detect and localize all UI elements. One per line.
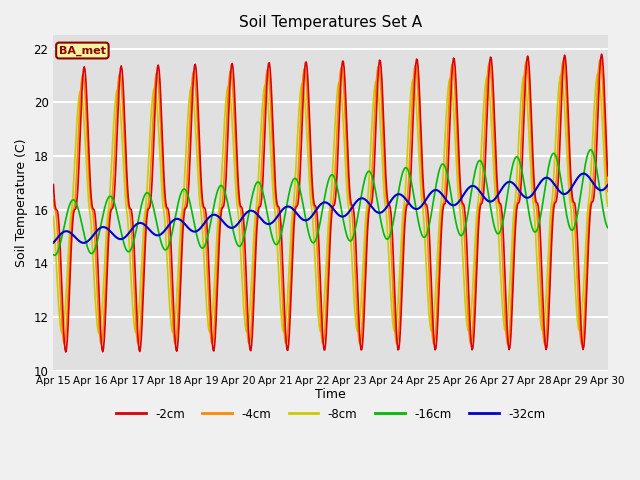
Title: Soil Temperatures Set A: Soil Temperatures Set A bbox=[239, 15, 422, 30]
Text: BA_met: BA_met bbox=[59, 46, 106, 56]
Y-axis label: Soil Temperature (C): Soil Temperature (C) bbox=[15, 139, 28, 267]
Legend: -2cm, -4cm, -8cm, -16cm, -32cm: -2cm, -4cm, -8cm, -16cm, -32cm bbox=[111, 403, 550, 425]
X-axis label: Time: Time bbox=[316, 388, 346, 401]
